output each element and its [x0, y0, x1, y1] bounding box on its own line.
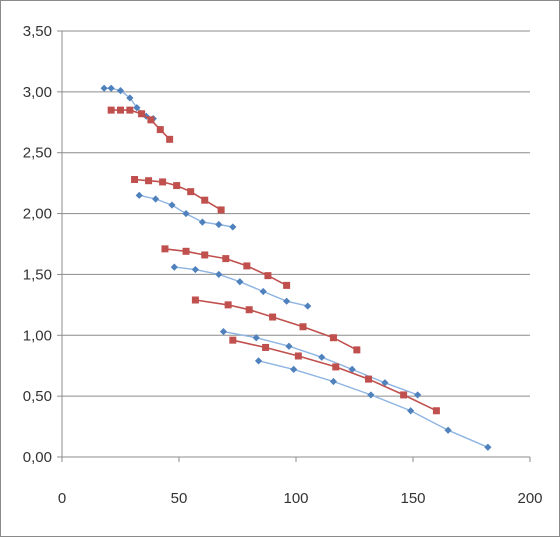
- data-point-diamond: [259, 287, 267, 296]
- data-point-diamond: [152, 195, 160, 203]
- data-point-square: [131, 175, 139, 183]
- data-point-square: [201, 196, 209, 204]
- data-point-square: [329, 334, 337, 342]
- data-point-square: [138, 110, 146, 118]
- data-point-diamond: [484, 443, 492, 451]
- y-tick-label: 1,00: [23, 327, 52, 344]
- data-point-square: [161, 245, 169, 253]
- data-point-diamond: [407, 407, 415, 415]
- data-point-square: [332, 363, 340, 371]
- data-point-diamond: [135, 191, 143, 199]
- x-tick-label: 50: [171, 490, 188, 507]
- x-tick-label: 150: [400, 490, 425, 507]
- data-point-diamond: [236, 278, 244, 286]
- data-point-square: [432, 407, 440, 415]
- data-point-diamond: [100, 84, 108, 92]
- data-point-square: [107, 106, 115, 114]
- data-point-diamond: [215, 270, 223, 279]
- x-tick-label: 0: [58, 490, 66, 507]
- data-point-diamond: [170, 263, 178, 271]
- data-point-diamond: [215, 220, 223, 229]
- x-tick-label: 200: [517, 490, 542, 507]
- y-tick-label: 3,00: [23, 84, 52, 101]
- data-point-square: [264, 272, 272, 280]
- data-point-diamond: [318, 353, 326, 361]
- y-tick-label: 1,50: [23, 266, 52, 283]
- data-point-square: [262, 343, 270, 351]
- y-tick-label: 3,50: [23, 23, 52, 40]
- data-point-square: [126, 106, 134, 114]
- data-point-square: [269, 313, 277, 321]
- data-point-square: [245, 306, 253, 314]
- data-point-diamond: [168, 201, 176, 209]
- data-point-square: [229, 336, 237, 344]
- data-point-square: [224, 301, 232, 309]
- y-tick-label: 2,50: [23, 145, 52, 162]
- data-point-diamond: [381, 379, 389, 387]
- data-point-diamond: [290, 365, 298, 373]
- data-point-diamond: [116, 87, 125, 95]
- data-point-square: [182, 247, 190, 255]
- data-point-diamond: [283, 297, 291, 305]
- y-tick-label: 2,00: [23, 206, 52, 223]
- y-tick-label: 0,00: [23, 449, 52, 466]
- data-point-square: [173, 182, 181, 190]
- data-point-square: [400, 391, 408, 399]
- data-point-diamond: [254, 357, 263, 365]
- data-point-diamond: [444, 426, 452, 434]
- data-point-diamond: [252, 334, 260, 342]
- data-point-diamond: [219, 328, 228, 336]
- data-point-square: [166, 135, 174, 143]
- series-line-blue-4: [258, 360, 489, 448]
- data-point-square: [294, 352, 302, 360]
- data-point-diamond: [285, 342, 293, 350]
- data-point-diamond: [329, 377, 338, 386]
- data-point-square: [201, 251, 209, 259]
- data-point-square: [145, 177, 153, 185]
- data-point-square: [156, 126, 164, 134]
- data-point-diamond: [182, 209, 190, 218]
- data-point-diamond: [107, 84, 115, 92]
- data-point-diamond: [198, 218, 206, 226]
- data-point-square: [187, 188, 195, 196]
- data-point-square: [243, 262, 251, 270]
- data-point-diamond: [304, 302, 312, 310]
- data-point-square: [117, 106, 124, 114]
- data-point-square: [353, 346, 361, 354]
- data-point-square: [147, 116, 155, 124]
- x-tick-label: 100: [283, 490, 308, 507]
- data-point-diamond: [133, 104, 141, 112]
- data-point-square: [299, 323, 307, 331]
- data-point-diamond: [414, 391, 422, 399]
- data-point-square: [365, 375, 373, 383]
- data-point-square: [222, 255, 230, 263]
- data-point-diamond: [348, 365, 356, 373]
- data-point-diamond: [229, 223, 237, 231]
- data-point-square: [217, 206, 225, 214]
- data-point-diamond: [191, 265, 199, 274]
- data-point-square: [283, 281, 291, 289]
- data-point-square: [191, 296, 199, 304]
- data-point-diamond: [367, 391, 375, 399]
- data-point-square: [159, 178, 167, 186]
- y-tick-label: 0,50: [23, 388, 52, 405]
